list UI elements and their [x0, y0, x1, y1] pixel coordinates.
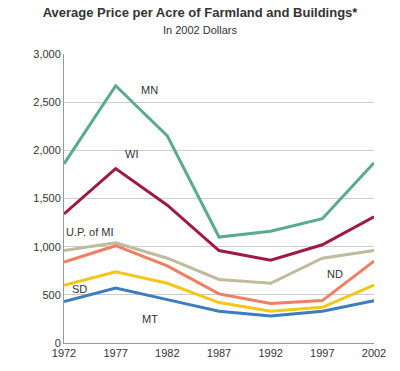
svg-text:2,500: 2,500 [33, 96, 61, 108]
svg-text:2002: 2002 [362, 347, 386, 359]
svg-text:3,000: 3,000 [33, 48, 61, 60]
svg-text:1982: 1982 [155, 347, 179, 359]
svg-text:WI: WI [125, 148, 138, 160]
svg-text:1997: 1997 [310, 347, 334, 359]
svg-text:2,000: 2,000 [33, 144, 61, 156]
svg-text:1972: 1972 [52, 347, 76, 359]
svg-text:Average Price per Acre of Farm: Average Price per Acre of Farmland and B… [43, 5, 359, 36]
svg-text:U.P. of MI: U.P. of MI [66, 226, 113, 238]
svg-text:1977: 1977 [103, 347, 127, 359]
svg-text:1987: 1987 [207, 347, 231, 359]
svg-text:1,500: 1,500 [33, 192, 61, 204]
svg-text:0: 0 [55, 337, 61, 349]
svg-text:500: 500 [42, 289, 60, 301]
svg-text:1992: 1992 [258, 347, 282, 359]
svg-text:ND: ND [327, 268, 343, 280]
svg-text:SD: SD [72, 283, 87, 295]
svg-text:MN: MN [141, 84, 158, 96]
svg-text:1,000: 1,000 [33, 241, 61, 253]
svg-text:MT: MT [142, 313, 158, 325]
